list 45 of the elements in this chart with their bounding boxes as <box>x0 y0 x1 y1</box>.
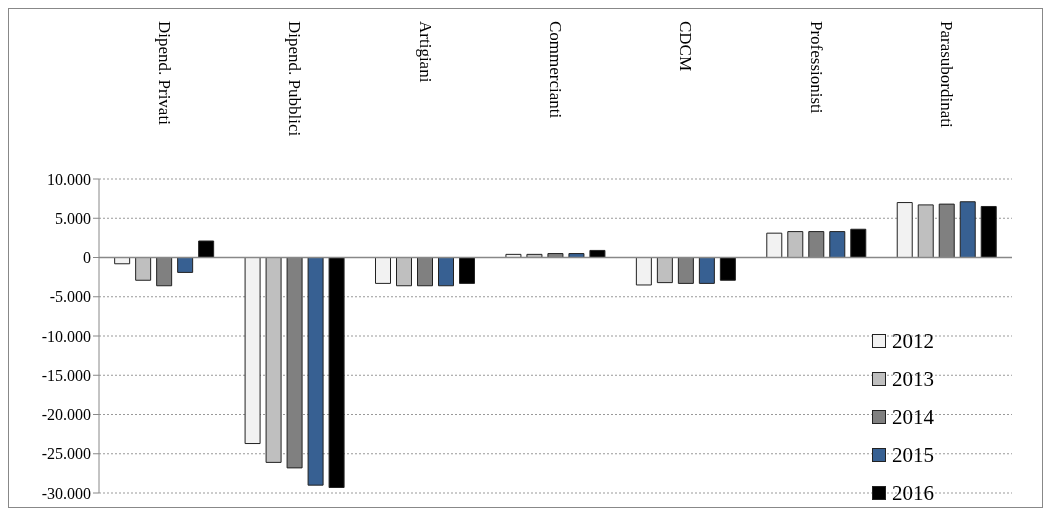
legend-label: 2012 <box>892 329 934 353</box>
legend-label: 2016 <box>892 481 934 505</box>
bar <box>265 257 282 463</box>
x-tick-label: Dipend. Privati <box>154 21 174 126</box>
bar <box>719 257 736 281</box>
x-tick-label: Parasubordinati <box>937 21 957 128</box>
bar <box>198 240 215 258</box>
bar <box>459 257 476 284</box>
legend-label: 2015 <box>892 443 934 467</box>
y-tick-label: -10.000 <box>41 327 91 345</box>
bar <box>375 257 392 284</box>
bar <box>589 249 606 258</box>
legend-label: 2013 <box>892 367 934 391</box>
bar <box>635 257 652 286</box>
bar <box>766 232 783 258</box>
bar <box>396 257 413 287</box>
x-tick-label: Dipend. Pubblici <box>285 21 305 137</box>
x-tick-label: Commercianti <box>546 21 565 119</box>
y-tick-label: -30.000 <box>41 484 91 502</box>
y-tick-label: -20.000 <box>41 406 91 424</box>
bar <box>850 228 867 258</box>
x-tick-label: CDCM <box>676 21 696 72</box>
bar <box>829 231 846 258</box>
x-tick-label: Professionisti <box>806 21 826 114</box>
bar <box>980 205 997 258</box>
y-tick-label: -25.000 <box>41 445 91 463</box>
y-tick-label: -15.000 <box>41 366 91 384</box>
bar <box>959 201 976 258</box>
bar <box>438 257 455 287</box>
bar <box>307 257 324 486</box>
x-tick-label: Artigiani <box>415 21 435 83</box>
y-tick-label: -5.000 <box>49 288 91 306</box>
bar <box>787 231 804 258</box>
bar <box>135 257 152 281</box>
bar <box>328 257 345 489</box>
y-tick-label: 0 <box>83 249 91 267</box>
bar <box>656 257 673 284</box>
bar <box>917 204 934 258</box>
bar <box>896 202 913 258</box>
y-tick-label: 5.000 <box>55 209 91 227</box>
bar <box>698 257 715 284</box>
y-tick-label: 10.000 <box>47 170 91 188</box>
bar <box>244 257 261 445</box>
legend-label: 2014 <box>892 405 934 429</box>
bar <box>177 257 194 273</box>
